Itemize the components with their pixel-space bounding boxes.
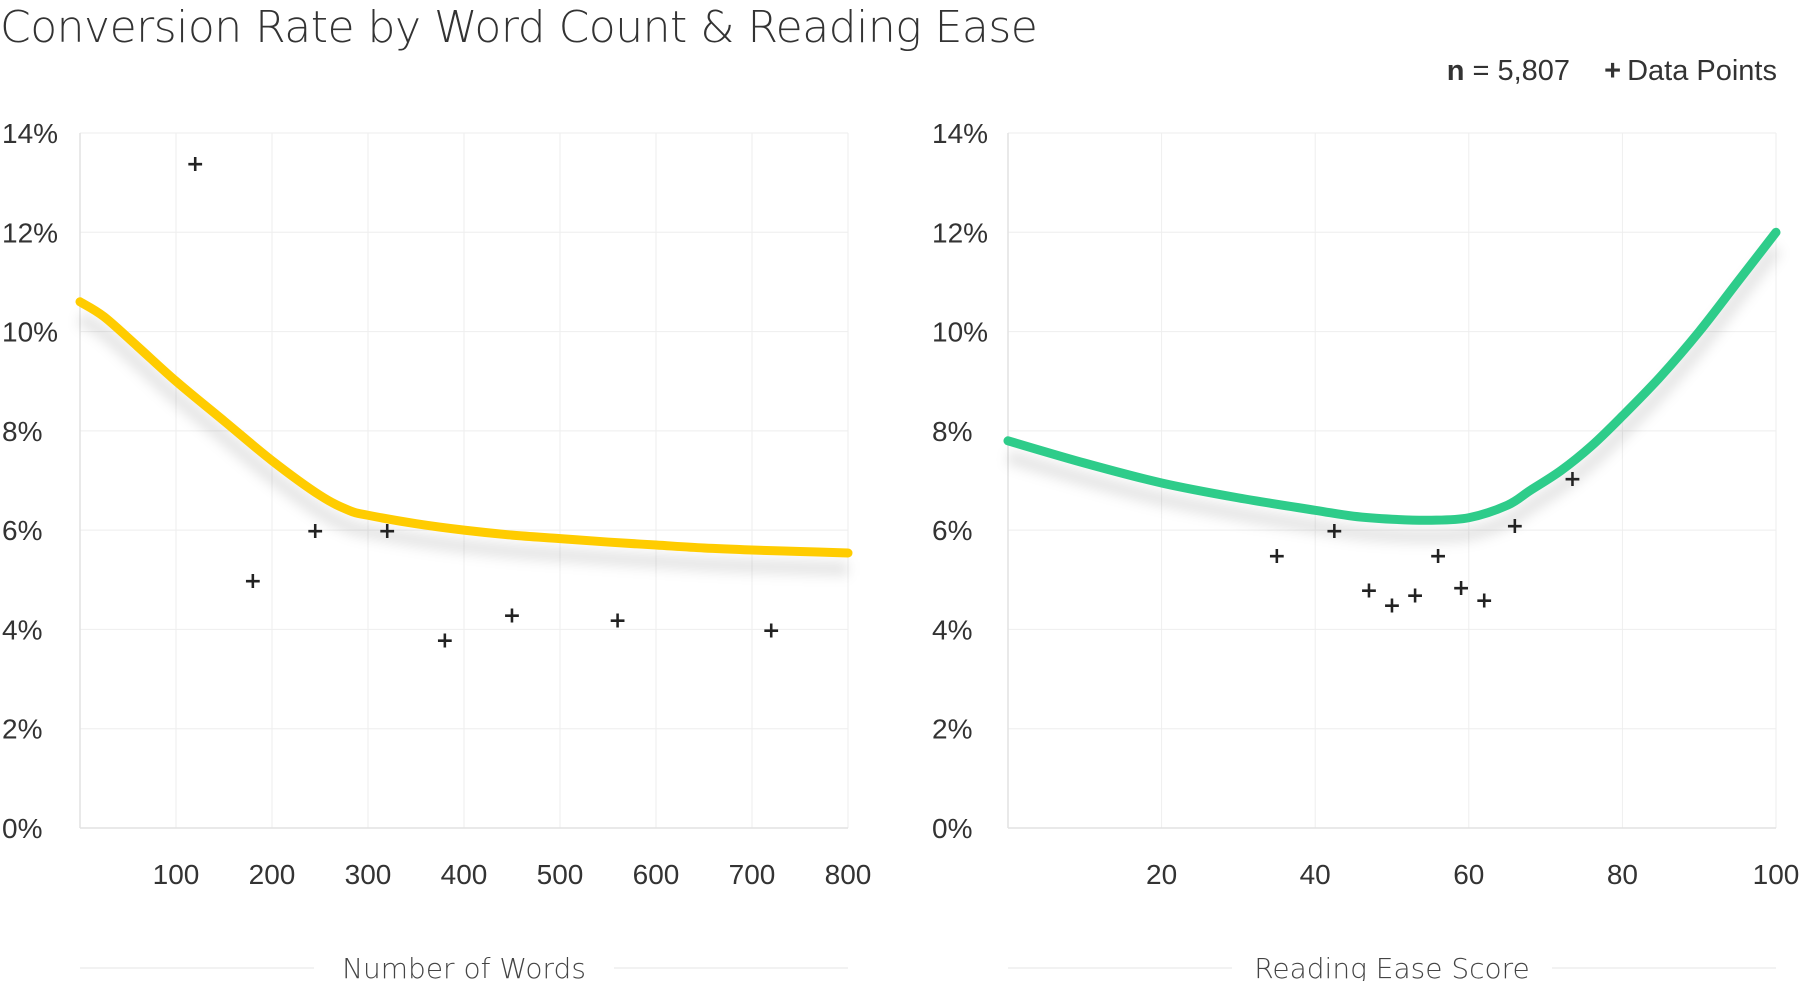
words-x-tick-label: 300 [345, 859, 392, 890]
words-x-tick-label: 400 [441, 859, 488, 890]
ease-y-tick-label: 0% [932, 813, 972, 844]
legend-marker-icon: + [1604, 55, 1622, 87]
ease-x-tick-label: 20 [1146, 859, 1177, 890]
words-y-tick-label: 2% [2, 714, 42, 745]
ease-data-point: + [1325, 519, 1343, 544]
words-x-tick-label: 200 [249, 859, 296, 890]
ease-y-tick-label: 14% [932, 118, 988, 149]
words-x-tick-label: 600 [633, 859, 680, 890]
words-y-tick-label: 0% [2, 813, 42, 844]
chart-meta: n = 5,807 + Data Points [1447, 55, 1777, 88]
sample-size-symbol: n [1446, 55, 1465, 87]
ease-data-point: + [1475, 589, 1493, 614]
ease-x-tick-label: 40 [1300, 859, 1331, 890]
ease-x-tick-label: 60 [1453, 859, 1484, 890]
words-data-point: + [762, 618, 780, 643]
words-data-point: + [503, 604, 521, 629]
ease-x-tick-label: 100 [1753, 859, 1799, 890]
ease-y-tick-label: 10% [932, 317, 988, 348]
words-data-point: + [306, 519, 324, 544]
ease-y-tick-label: 12% [932, 217, 988, 248]
ease-x-axis-title: Reading Ease Score [1254, 952, 1530, 981]
words-data-point: + [608, 609, 626, 634]
words-data-point: + [244, 569, 262, 594]
words-y-tick-label: 12% [2, 217, 58, 248]
words-x-axis-title: Number of Words [342, 952, 586, 981]
ease-data-point: + [1360, 579, 1378, 604]
words-x-tick-label: 500 [537, 859, 584, 890]
ease-data-point: + [1506, 514, 1524, 539]
ease-data-point: + [1383, 594, 1401, 619]
ease-data-point: + [1406, 584, 1424, 609]
ease-y-tick-label: 4% [932, 614, 972, 645]
words-y-tick-label: 4% [2, 614, 42, 645]
ease-x-tick-label: 80 [1607, 859, 1638, 890]
words-trend-line [75, 297, 853, 558]
words-data-point: + [436, 628, 454, 653]
words-data-point: + [378, 519, 396, 544]
ease-trend-line [1003, 227, 1781, 525]
words-y-tick-label: 6% [2, 515, 42, 546]
words-x-tick-label: 800 [825, 859, 872, 890]
legend-label: Data Points [1627, 55, 1777, 87]
ease-data-point: + [1268, 544, 1286, 569]
words-trend-shadow [76, 311, 849, 576]
ease-y-tick-label: 2% [932, 714, 972, 745]
chart-title: Conversion Rate by Word Count & Reading … [0, 2, 1038, 53]
words-y-tick-label: 10% [2, 317, 58, 348]
words-y-tick-label: 14% [2, 118, 58, 149]
ease-y-tick-label: 6% [932, 515, 972, 546]
ease-data-point: + [1452, 576, 1470, 601]
ease-y-tick-label: 8% [932, 416, 972, 447]
words-data-point: + [186, 152, 204, 177]
ease-trend-shadow [1006, 244, 1782, 544]
words-x-tick-label: 100 [153, 859, 200, 890]
sample-size-value: = 5,807 [1472, 55, 1571, 87]
ease-data-point: + [1429, 544, 1447, 569]
ease-data-point: + [1563, 467, 1581, 492]
words-y-tick-label: 8% [2, 416, 42, 447]
words-x-tick-label: 700 [729, 859, 776, 890]
